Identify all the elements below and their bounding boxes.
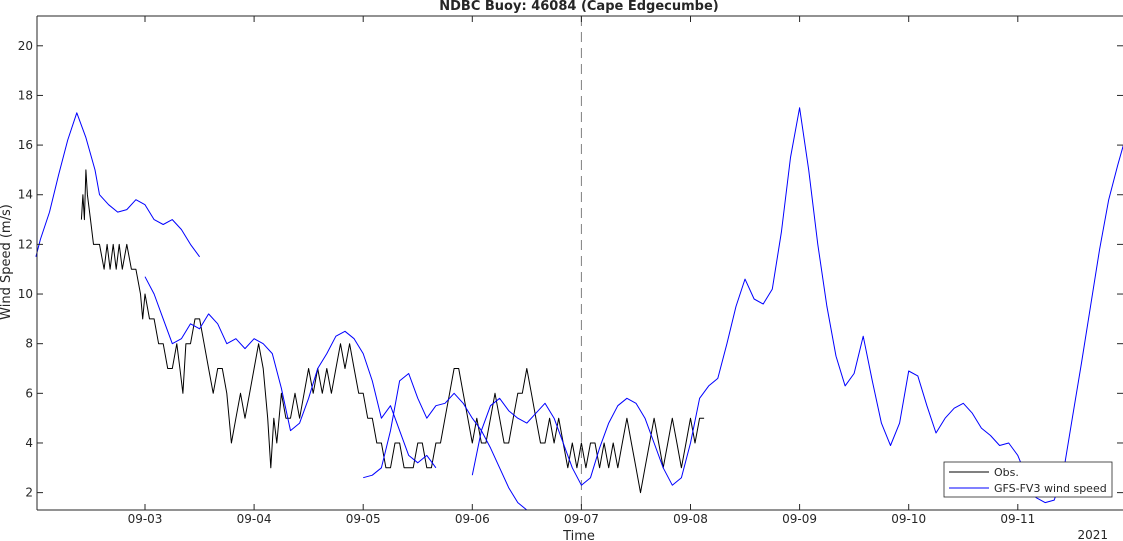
y-tick-label: 8 xyxy=(25,337,33,351)
x-tick-label: 09-08 xyxy=(673,512,708,526)
y-tick-label: 2 xyxy=(25,486,33,500)
x-tick-label: 09-09 xyxy=(782,512,817,526)
y-tick-label: 4 xyxy=(25,436,33,450)
series-line-gfs-fv3-3 xyxy=(471,107,1123,504)
x-tick-label: 09-06 xyxy=(455,512,490,526)
chart-title: NDBC Buoy: 46084 (Cape Edgecumbe) xyxy=(439,0,718,14)
y-axis-label: Wind Speed (m/s) xyxy=(0,204,14,320)
legend-box xyxy=(943,461,1113,498)
y-tick-label: 18 xyxy=(18,88,33,102)
year-label: 2021 xyxy=(1077,528,1108,541)
x-tick-label: 09-07 xyxy=(564,512,599,526)
y-tick-label: 6 xyxy=(25,386,33,400)
plot-area xyxy=(37,16,1123,510)
y-tick-label: 10 xyxy=(18,287,33,301)
series-layer xyxy=(35,107,1123,511)
x-tick-label: 09-11 xyxy=(1000,512,1035,526)
series-line-obs-0 xyxy=(80,169,705,494)
x-tick-label: 09-10 xyxy=(891,512,926,526)
y-tick-label: 16 xyxy=(18,138,33,152)
legend-label-gfs: GFS-FV3 wind speed xyxy=(994,482,1107,495)
legend: Obs. GFS-FV3 wind speed xyxy=(943,461,1113,498)
series-line-gfs-fv3-1 xyxy=(144,276,437,469)
x-axis-ticks: 09-03 09-04 09-05 09-06 09-07 09-08 09-09 09-10… xyxy=(128,16,1035,526)
legend-label-obs: Obs. xyxy=(994,466,1019,479)
x-tick-label: 09-04 xyxy=(237,512,272,526)
y-tick-label: 20 xyxy=(18,39,33,53)
x-tick-label: 09-03 xyxy=(128,512,163,526)
y-tick-label: 12 xyxy=(18,237,33,251)
y-axis-ticks: 2 4 6 8 10 12 14 16 18 20 xyxy=(18,39,1123,500)
x-axis-label: Time xyxy=(562,529,595,541)
plot-frame xyxy=(36,15,1123,511)
series-line-gfs-fv3-0 xyxy=(35,112,201,258)
x-tick-label: 09-05 xyxy=(346,512,381,526)
series-line-gfs-fv3-2 xyxy=(363,373,528,511)
y-tick-label: 14 xyxy=(18,188,33,202)
